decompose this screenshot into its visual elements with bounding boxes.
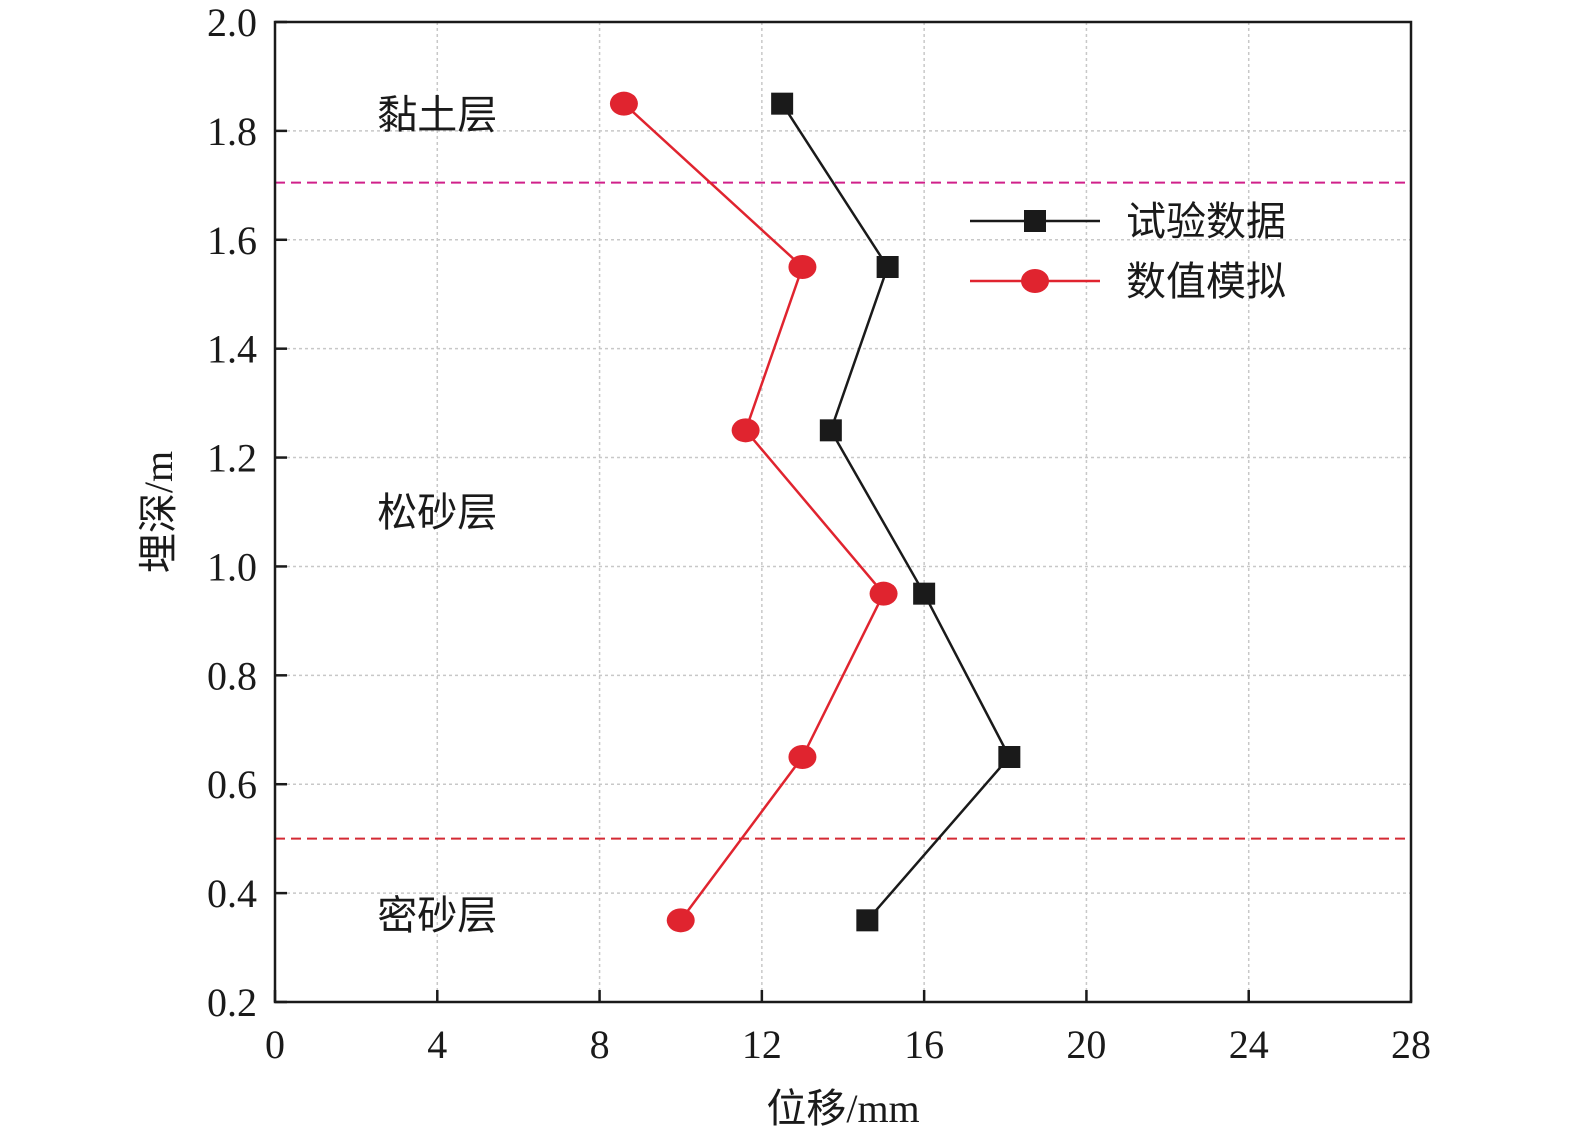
- layer-label: 黏土层: [377, 93, 497, 138]
- y-tick-label: 0.2: [207, 980, 257, 1025]
- legend-marker-square: [1024, 210, 1046, 232]
- legend-item: 试验数据: [970, 199, 1286, 244]
- data-point-circle: [731, 418, 760, 443]
- y-tick-label: 1.0: [207, 544, 257, 589]
- y-tick-label: 0.8: [207, 653, 257, 698]
- legend-label: 试验数据: [1126, 199, 1286, 244]
- data-point-circle: [666, 908, 695, 933]
- reference-lines: [275, 181, 1411, 840]
- y-tick-label: 0.6: [207, 762, 257, 807]
- plot-frame: [273, 20, 1413, 1004]
- x-tick-label: 16: [904, 1022, 944, 1067]
- x-tick-label: 20: [1066, 1022, 1106, 1067]
- data-point-square: [856, 909, 879, 932]
- series: [609, 91, 1021, 933]
- legend-marker-circle: [1021, 269, 1049, 293]
- data-point-square: [819, 419, 842, 442]
- data-point-circle: [788, 745, 817, 769]
- y-tick-label: 1.4: [207, 327, 257, 372]
- series-2: [609, 91, 898, 933]
- data-point-square: [876, 256, 899, 278]
- y-axis-title: 埋深/m: [136, 451, 181, 573]
- legend-item: 数值模拟: [970, 259, 1286, 304]
- data-point-square: [998, 746, 1021, 768]
- y-tick-label: 2.0: [207, 0, 257, 45]
- axis-ticks: 0 4 8 12 16 20 24 28 0.2 0.4 0.6 0.8 1.0 1.2 1.4 1.6 1.8…: [207, 0, 1431, 1067]
- legend-label: 数值模拟: [1126, 259, 1286, 304]
- x-tick-label: 24: [1229, 1022, 1269, 1067]
- layer-label: 松砂层: [377, 490, 497, 535]
- series-line: [781, 102, 1011, 922]
- series-1: [771, 92, 1021, 932]
- y-tick-label: 1.2: [207, 436, 257, 481]
- x-tick-label: 12: [742, 1022, 782, 1067]
- x-tick-label: 28: [1391, 1022, 1431, 1067]
- y-tick-label: 0.4: [207, 871, 257, 916]
- data-point-square: [913, 582, 936, 605]
- data-point-circle: [788, 255, 817, 279]
- data-point-circle: [869, 581, 898, 606]
- layer-label: 密砂层: [377, 893, 497, 938]
- x-tick-label: 0: [265, 1022, 285, 1067]
- series-line: [623, 102, 886, 922]
- x-tick-label: 4: [427, 1022, 447, 1067]
- data-point-square: [771, 92, 794, 115]
- y-tick-label: 1.6: [207, 218, 257, 263]
- x-tick-label: 8: [590, 1022, 610, 1067]
- x-axis-title: 位移/mm: [766, 1086, 919, 1131]
- data-point-circle: [609, 91, 638, 116]
- y-tick-label: 1.8: [207, 109, 257, 154]
